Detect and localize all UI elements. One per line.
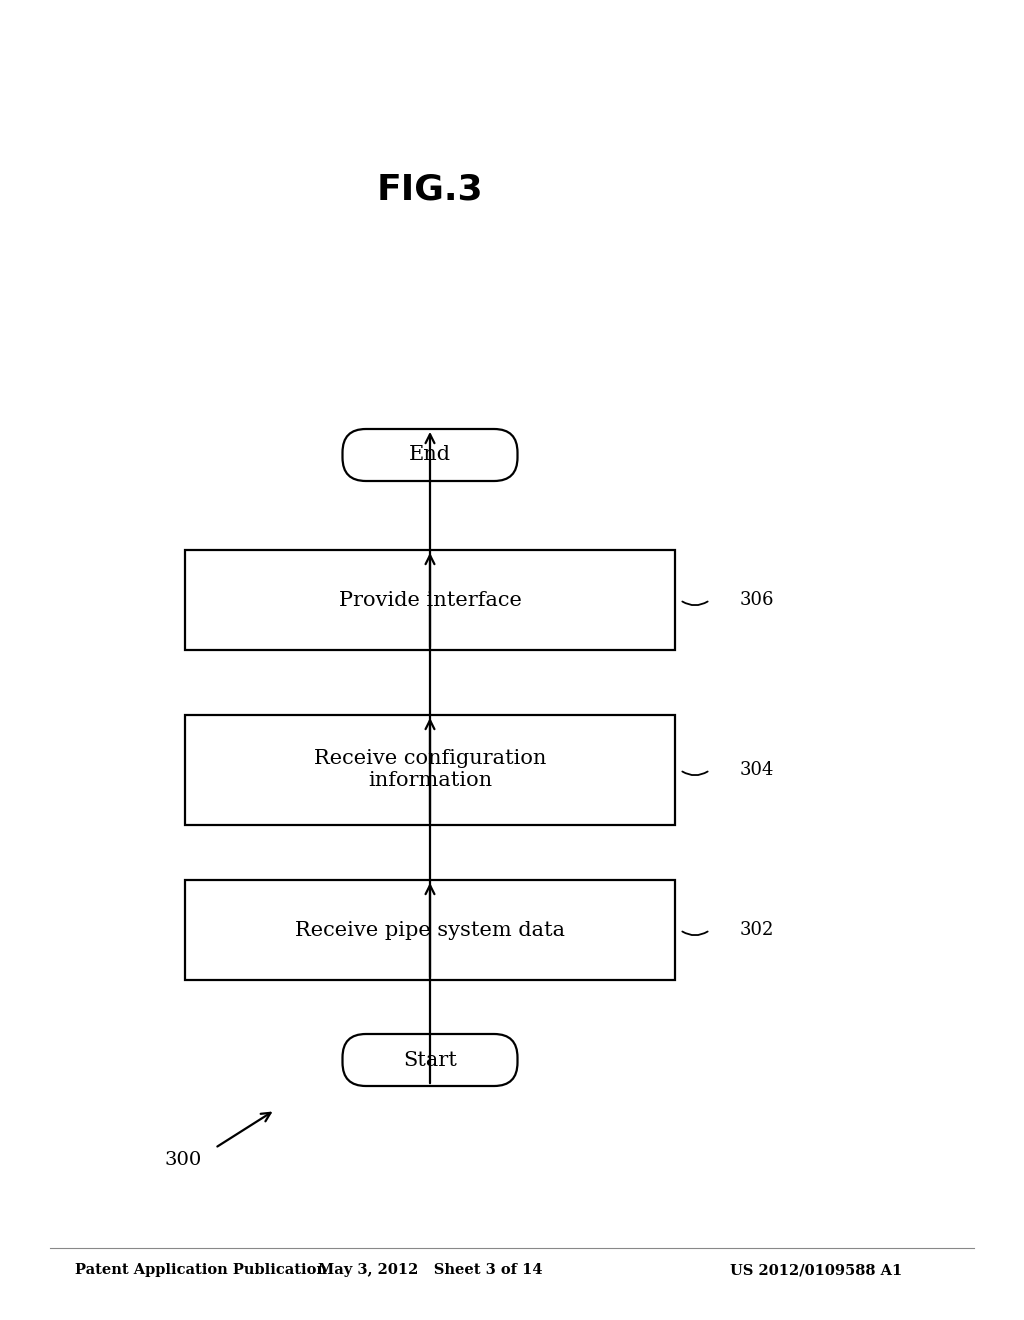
- Text: Patent Application Publication: Patent Application Publication: [75, 1263, 327, 1276]
- Text: 302: 302: [740, 921, 774, 939]
- Text: May 3, 2012   Sheet 3 of 14: May 3, 2012 Sheet 3 of 14: [317, 1263, 543, 1276]
- Text: 304: 304: [740, 762, 774, 779]
- Text: 300: 300: [165, 1151, 203, 1170]
- Text: FIG.3: FIG.3: [377, 173, 483, 207]
- Text: Provide interface: Provide interface: [339, 590, 521, 610]
- Text: Start: Start: [403, 1051, 457, 1069]
- Bar: [185, 880, 675, 979]
- FancyBboxPatch shape: [342, 1034, 517, 1086]
- FancyBboxPatch shape: [342, 429, 517, 480]
- Bar: [185, 715, 675, 825]
- Text: US 2012/0109588 A1: US 2012/0109588 A1: [730, 1263, 902, 1276]
- Text: Receive configuration
information: Receive configuration information: [313, 750, 546, 791]
- Text: 306: 306: [740, 591, 774, 609]
- Text: End: End: [409, 446, 451, 465]
- Bar: [185, 550, 675, 649]
- Text: Receive pipe system data: Receive pipe system data: [295, 920, 565, 940]
